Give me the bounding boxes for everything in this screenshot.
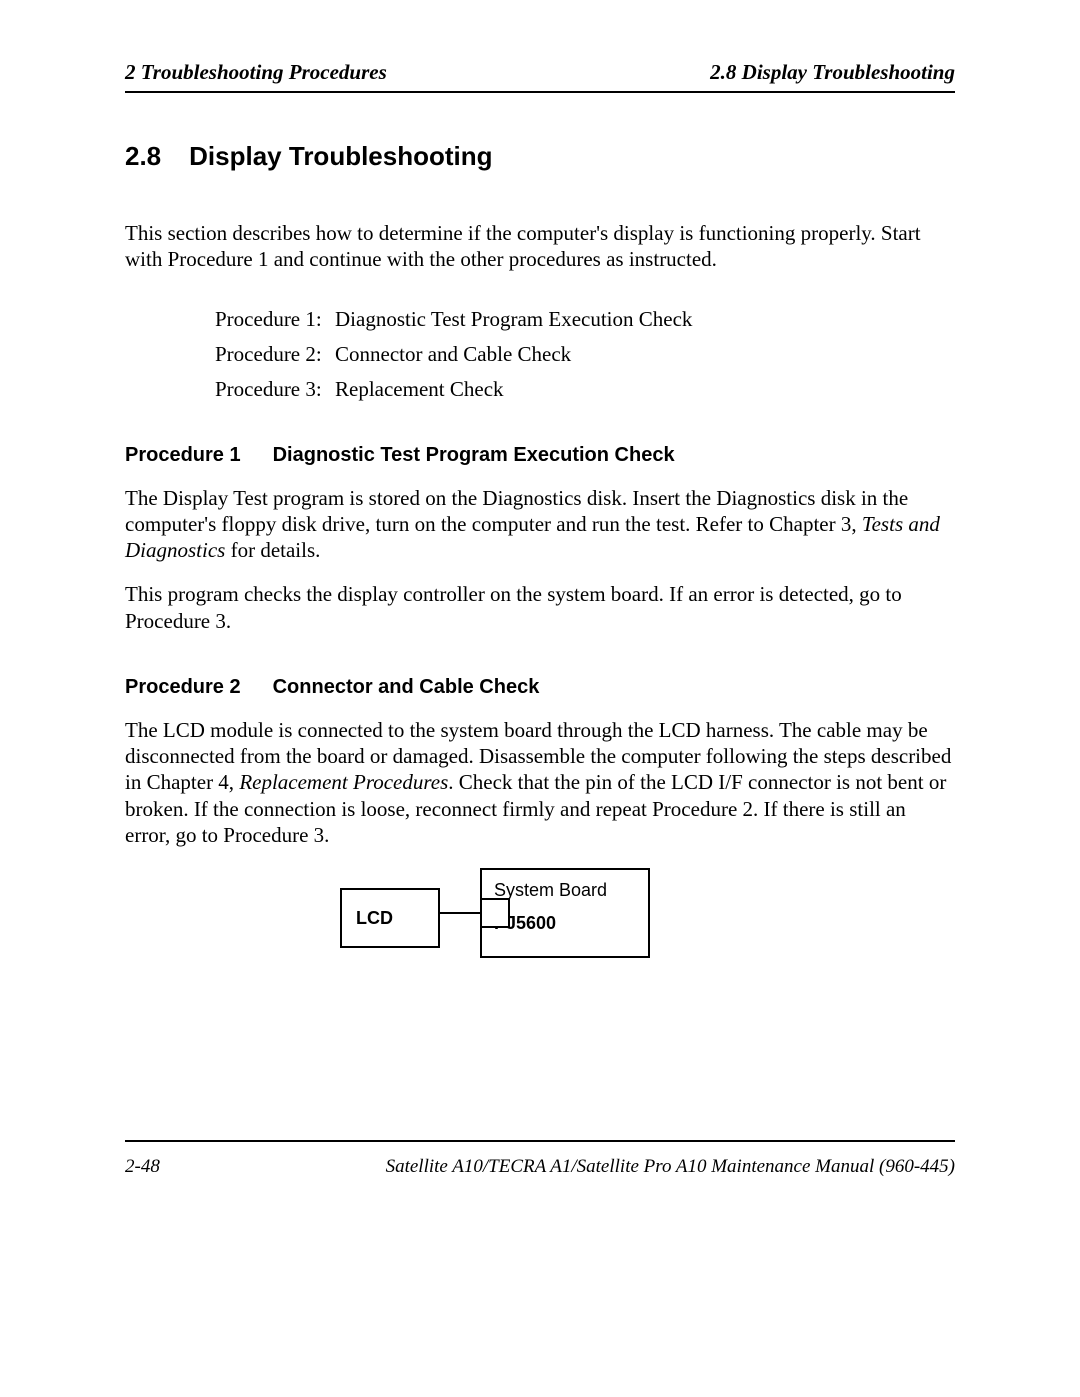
header-right: 2.8 Display Troubleshooting [710, 60, 955, 85]
procedure-label: Procedure 1: [215, 307, 335, 332]
procedure-title: Diagnostic Test Program Execution Check [335, 307, 692, 332]
procedure-1-heading: Procedure 1 Diagnostic Test Program Execu… [125, 444, 955, 467]
procedure-label: Procedure 2: [215, 342, 335, 367]
procedure-1-num: Procedure 1 [125, 444, 241, 467]
text-run: for details. [225, 538, 320, 562]
running-header: 2 Troubleshooting Procedures 2.8 Display… [125, 60, 955, 89]
procedure-list-item: Procedure 3: Replacement Check [215, 377, 955, 402]
intro-paragraph: This section describes how to determine … [125, 220, 955, 273]
procedure-2-num: Procedure 2 [125, 676, 241, 699]
text-run: The Display Test program is stored on th… [125, 486, 908, 536]
procedure-2-title: Connector and Cable Check [273, 676, 540, 698]
procedure-1-paragraph-2: This program checks the display controll… [125, 581, 955, 634]
procedure-list-item: Procedure 2: Connector and Cable Check [215, 342, 955, 367]
section-number: 2.8 [125, 141, 161, 172]
procedure-2-paragraph: The LCD module is connected to the syste… [125, 717, 955, 848]
diagram-wire [440, 912, 482, 914]
diagram-connector-label: PJ5600 [494, 913, 636, 934]
header-rule [125, 91, 955, 93]
footer-manual-title: Satellite A10/TECRA A1/Satellite Pro A10… [386, 1156, 955, 1178]
procedure-list: Procedure 1: Diagnostic Test Program Exe… [215, 307, 955, 402]
procedure-2-heading: Procedure 2 Connector and Cable Check [125, 676, 955, 699]
page-content: 2 Troubleshooting Procedures 2.8 Display… [125, 60, 955, 978]
diagram-connector-box [482, 898, 510, 928]
diagram-lcd-label: LCD [356, 908, 393, 929]
running-footer: 2-48 Satellite A10/TECRA A1/Satellite Pr… [125, 1140, 955, 1178]
procedure-label: Procedure 3: [215, 377, 335, 402]
header-left: 2 Troubleshooting Procedures [125, 60, 387, 85]
procedure-1-title: Diagnostic Test Program Execution Check [273, 444, 675, 466]
procedure-1-paragraph-1: The Display Test program is stored on th… [125, 485, 955, 564]
diagram-lcd-box: LCD [340, 888, 440, 948]
text-run-italic: Replacement Procedures [239, 770, 448, 794]
footer-rule [125, 1140, 955, 1142]
footer-page-number: 2-48 [125, 1156, 160, 1178]
diagram-system-board-label: System Board [494, 880, 636, 901]
connection-diagram: LCD System Board PJ5600 [125, 868, 955, 978]
section-title: 2.8 Display Troubleshooting [125, 141, 955, 172]
procedure-title: Replacement Check [335, 377, 504, 402]
section-title-text: Display Troubleshooting [189, 141, 492, 171]
procedure-list-item: Procedure 1: Diagnostic Test Program Exe… [215, 307, 955, 332]
footer-row: 2-48 Satellite A10/TECRA A1/Satellite Pr… [125, 1156, 955, 1178]
procedure-title: Connector and Cable Check [335, 342, 571, 367]
